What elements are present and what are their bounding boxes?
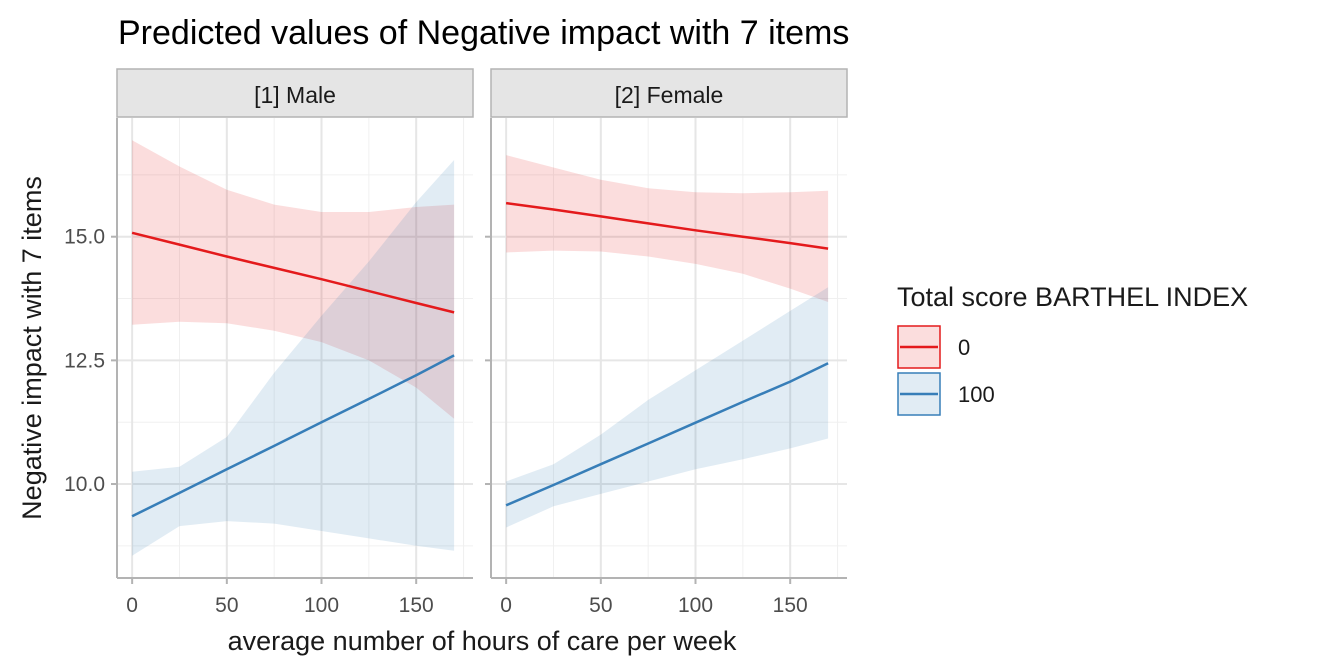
series-line-0: [505, 201, 829, 250]
legend-title: Total score BARTHEL INDEX: [897, 282, 1248, 312]
x-tick-label: 0: [126, 594, 138, 617]
facet-label: [2] Female: [615, 82, 724, 108]
facet-panels: [1] Male 0 50 100 150 10.0 12.5 15.0 [2] Female 0…: [64, 68, 848, 617]
confidence-band-0: [506, 155, 829, 302]
facet-strip: [116, 68, 474, 118]
y-tick-label: 10.0: [64, 473, 105, 496]
confidence-band-100: [506, 287, 829, 528]
legend-item-0: 0: [897, 325, 970, 369]
confidence-band-0: [132, 140, 455, 419]
legend-label: 0: [958, 335, 970, 360]
series-line-100: [505, 362, 829, 507]
legend: Total score BARTHEL INDEX 0 100: [897, 282, 1248, 416]
x-tick-label: 50: [589, 594, 612, 617]
x-axis-title: average number of hours of care per week: [228, 626, 737, 656]
facet-panel: [1] Male 0 50 100 150 10.0 12.5 15.0: [64, 68, 474, 617]
y-tick-label: 15.0: [64, 226, 105, 249]
x-tick-label: 150: [399, 594, 434, 617]
y-tick-label: 12.5: [64, 349, 105, 372]
facet-strip: [490, 68, 848, 118]
chart-title: Predicted values of Negative impact with…: [118, 14, 849, 52]
x-tick-label: 100: [304, 594, 339, 617]
y-axis-title: Negative impact with 7 items: [17, 176, 47, 520]
x-tick-label: 100: [678, 594, 713, 617]
confidence-band-100: [132, 160, 455, 556]
legend-label: 100: [958, 382, 995, 407]
facet-label: [1] Male: [254, 82, 336, 108]
facet-panel: [2] Female 0 50 100 150: [485, 68, 848, 617]
series-line-100: [131, 354, 455, 518]
legend-item-100: 100: [897, 372, 995, 416]
x-tick-label: 0: [500, 594, 512, 617]
x-tick-label: 150: [773, 594, 808, 617]
series-line-0: [131, 231, 455, 314]
x-tick-label: 50: [215, 594, 238, 617]
legend-keys: 0 100: [897, 325, 995, 416]
